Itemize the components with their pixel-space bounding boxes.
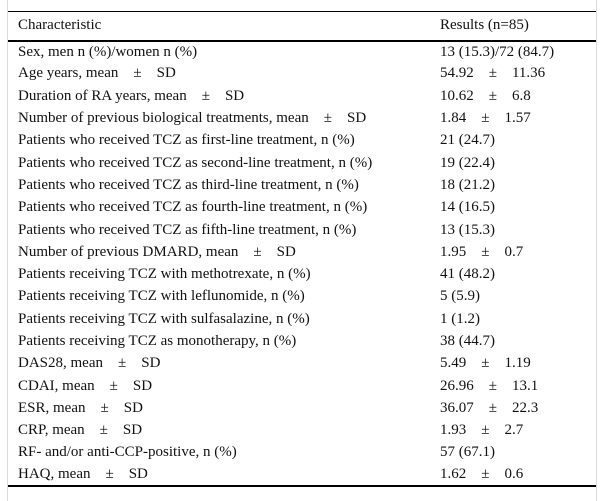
characteristic-cell: Patients receiving TCZ with leflunomide,… bbox=[18, 288, 305, 305]
result-cell: 1 (1.2) bbox=[440, 310, 480, 327]
table-row: Patients who received TCZ as fourth-line… bbox=[8, 197, 596, 219]
result-cell: 13 (15.3)/72 (84.7) bbox=[440, 43, 555, 60]
characteristic-cell: Age years, mean ± SD bbox=[18, 65, 176, 82]
result-cell: 14 (16.5) bbox=[440, 199, 495, 216]
characteristic-cell: CDAI, mean ± SD bbox=[18, 377, 153, 394]
result-cell: 13 (15.3) bbox=[440, 221, 495, 238]
characteristics-table: Characteristic Results (n=85) Sex, men n… bbox=[8, 11, 596, 488]
table-row: Age years, mean ± SD 54.92 ± 11.36 bbox=[8, 63, 596, 85]
characteristic-cell: RF- and/or anti-CCP-positive, n (%) bbox=[18, 444, 237, 461]
characteristic-cell: Patients receiving TCZ as monotherapy, n… bbox=[18, 333, 297, 349]
characteristic-cell: Number of previous biological treatments… bbox=[18, 110, 367, 127]
characteristic-cell: ESR, mean ± SD bbox=[18, 399, 143, 416]
result-cell: 38 (44.7) bbox=[440, 333, 495, 349]
table-row: Patients who received TCZ as third-line … bbox=[8, 174, 596, 196]
column-header-characteristic: Characteristic bbox=[8, 11, 440, 42]
header-row: Characteristic Results (n=85) bbox=[8, 11, 596, 42]
characteristic-cell: Patients who received TCZ as second-line… bbox=[18, 154, 373, 171]
result-cell: 36.07 ± 22.3 bbox=[440, 399, 539, 416]
table-row: ESR, mean ± SD 36.07 ± 22.3 bbox=[8, 397, 596, 419]
table-row: CRP, mean ± SD 1.93 ± 2.7 bbox=[8, 420, 596, 442]
table-row: Number of previous DMARD, mean ± SD 1.95… bbox=[8, 241, 596, 263]
result-cell: 19 (22.4) bbox=[440, 154, 495, 171]
result-cell: 21 (24.7) bbox=[440, 132, 495, 149]
table-row: Patients receiving TCZ as monotherapy, n… bbox=[8, 330, 596, 352]
table-row: Duration of RA years, mean ± SD 10.62 ± … bbox=[8, 85, 596, 107]
table-row: Patients receiving TCZ with leflunomide,… bbox=[8, 286, 596, 308]
result-cell: 41 (48.2) bbox=[440, 266, 495, 283]
result-cell: 57 (67.1) bbox=[440, 444, 495, 461]
table-row: Number of previous biological treatments… bbox=[8, 107, 596, 129]
result-cell: 54.92 ± 11.36 bbox=[440, 65, 546, 82]
table-row: CDAI, mean ± SD 26.96 ± 13.1 bbox=[8, 375, 596, 397]
characteristic-cell: Sex, men n (%)/women n (%) bbox=[18, 43, 198, 60]
characteristic-cell: Patients who received TCZ as fifth-line … bbox=[18, 221, 357, 238]
result-cell: 18 (21.2) bbox=[440, 176, 495, 193]
table-header: Characteristic Results (n=85) bbox=[8, 11, 596, 42]
result-cell: 5 (5.9) bbox=[440, 288, 480, 305]
result-cell: 1.95 ± 0.7 bbox=[440, 243, 524, 260]
characteristic-cell: Patients receiving TCZ with methotrexate… bbox=[18, 266, 311, 283]
table-row: Patients who received TCZ as second-line… bbox=[8, 152, 596, 174]
result-cell: 5.49 ± 1.19 bbox=[440, 355, 531, 372]
table-row: Patients who received TCZ as first-line … bbox=[8, 130, 596, 152]
characteristic-cell: Patients who received TCZ as third-line … bbox=[18, 176, 359, 193]
result-cell: 1.62 ± 0.6 bbox=[440, 466, 524, 483]
characteristic-cell: DAS28, mean ± SD bbox=[18, 355, 161, 372]
characteristic-cell: Patients who received TCZ as first-line … bbox=[18, 132, 355, 149]
result-cell: 26.96 ± 13.1 bbox=[440, 377, 539, 394]
table-row: Patients receiving TCZ with sulfasalazin… bbox=[8, 308, 596, 330]
characteristic-cell: Patients receiving TCZ with sulfasalazin… bbox=[18, 310, 310, 327]
table-body: Sex, men n (%)/women n (%) 13 (15.3)/72 … bbox=[8, 41, 596, 487]
result-cell: 10.62 ± 6.8 bbox=[440, 87, 531, 104]
table-row: DAS28, mean ± SD 5.49 ± 1.19 bbox=[8, 353, 596, 375]
characteristic-cell: Duration of RA years, mean ± SD bbox=[18, 87, 245, 104]
table-row: Patients who received TCZ as fifth-line … bbox=[8, 219, 596, 241]
column-header-results: Results (n=85) bbox=[440, 11, 596, 42]
table-row: HAQ, mean ± SD 1.62 ± 0.6 bbox=[8, 464, 596, 486]
table-row: Patients receiving TCZ with methotrexate… bbox=[8, 263, 596, 285]
characteristic-cell: Number of previous DMARD, mean ± SD bbox=[18, 243, 296, 260]
result-cell: 1.84 ± 1.57 bbox=[440, 110, 531, 127]
table-row: Sex, men n (%)/women n (%) 13 (15.3)/72 … bbox=[8, 41, 596, 63]
characteristic-cell: CRP, mean ± SD bbox=[18, 422, 143, 439]
characteristic-cell: Patients who received TCZ as fourth-line… bbox=[18, 199, 368, 216]
characteristic-cell: HAQ, mean ± SD bbox=[18, 466, 148, 483]
table-row: RF- and/or anti-CCP-positive, n (%) 57 (… bbox=[8, 442, 596, 464]
table-frame: Characteristic Results (n=85) Sex, men n… bbox=[7, 0, 597, 501]
result-cell: 1.93 ± 2.7 bbox=[440, 422, 524, 439]
